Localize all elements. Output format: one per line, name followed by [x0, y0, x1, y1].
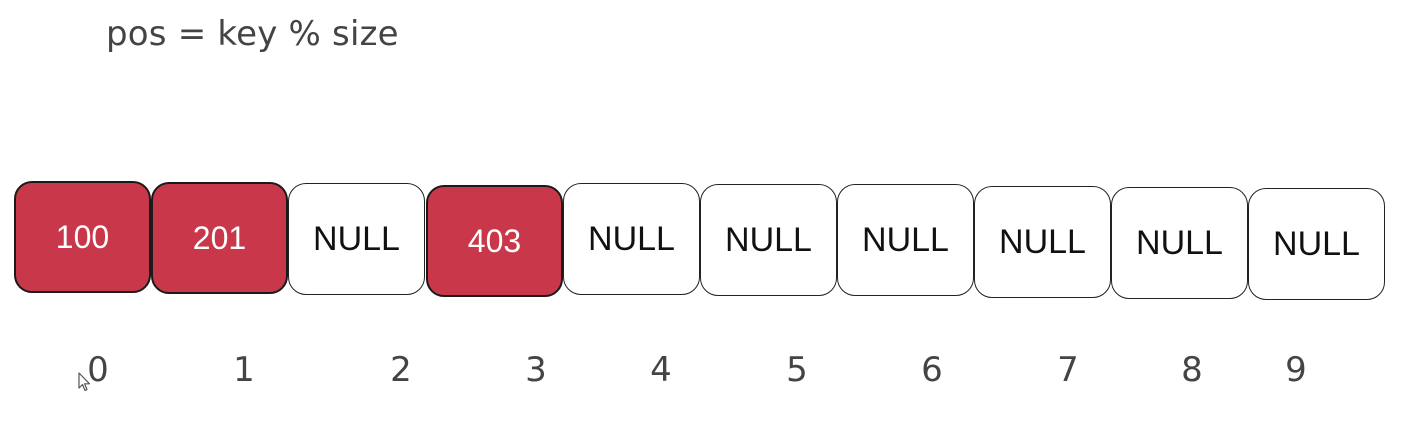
hash-formula: pos = key % size [106, 14, 399, 54]
slot-index-6: 6 [921, 350, 943, 390]
hash-slot-5: NULL [700, 184, 837, 296]
slot-index-3: 3 [525, 350, 547, 390]
hash-slot-4: NULL [563, 183, 700, 295]
slot-index-5: 5 [786, 350, 808, 390]
slot-index-8: 8 [1181, 350, 1203, 390]
hash-slot-6: NULL [837, 184, 974, 296]
hash-slot-7: NULL [974, 186, 1111, 298]
slot-index-7: 7 [1057, 350, 1079, 390]
hash-slot-8: NULL [1111, 187, 1248, 299]
hash-slot-9: NULL [1248, 188, 1385, 300]
slot-index-0: 0 [87, 350, 109, 390]
hash-slot-3: 403 [426, 185, 563, 297]
hash-table-array: 100 201 NULL 403 NULL NULL NULL NULL NUL… [14, 181, 1385, 300]
hash-slot-2: NULL [288, 183, 425, 295]
slot-index-4: 4 [650, 350, 672, 390]
slot-index-9: 9 [1285, 350, 1307, 390]
slot-index-1: 1 [233, 350, 255, 390]
slot-index-2: 2 [390, 350, 412, 390]
hash-slot-0: 100 [14, 181, 151, 293]
hash-slot-1: 201 [151, 182, 288, 294]
mouse-cursor-icon [78, 372, 91, 392]
